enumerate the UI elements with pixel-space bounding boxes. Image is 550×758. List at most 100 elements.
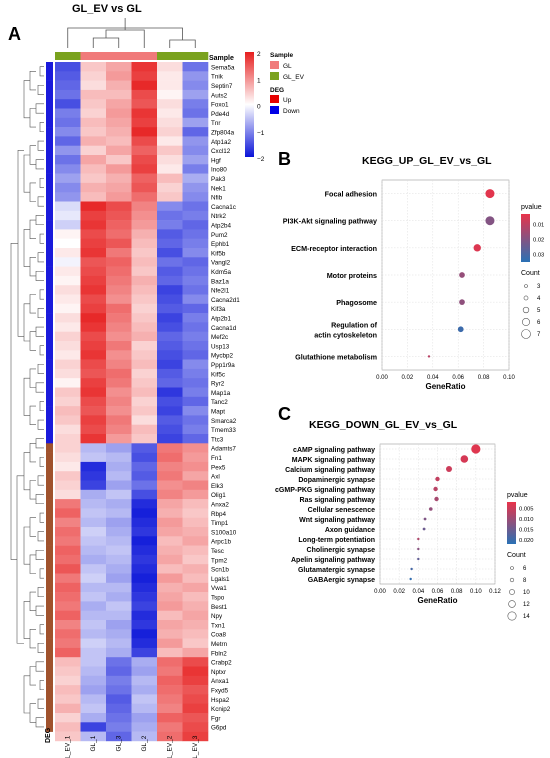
heatmap-cell bbox=[182, 564, 209, 574]
heatmap-cell bbox=[157, 499, 183, 509]
heatmap-cell bbox=[106, 257, 132, 267]
heatmap-cell bbox=[55, 536, 81, 546]
x-tick-label: 0.06 bbox=[432, 589, 444, 595]
heatmap-cell bbox=[80, 731, 107, 742]
heatmap-cell bbox=[55, 164, 81, 174]
deg-track-cell bbox=[46, 517, 53, 528]
heatmap-cell bbox=[80, 489, 107, 500]
heatmap-cell bbox=[80, 220, 107, 230]
pathway-label: Glutamatergic synapse bbox=[298, 567, 375, 574]
heatmap-cell bbox=[80, 303, 107, 314]
heatmap-cell bbox=[157, 80, 183, 91]
heatmap-cell bbox=[106, 694, 132, 704]
gene-label: Sema5a bbox=[211, 64, 235, 71]
heatmap-cell bbox=[131, 424, 158, 435]
gene-label: Auts2 bbox=[211, 92, 228, 99]
heatmap-cell bbox=[131, 248, 158, 258]
heatmap-cell bbox=[131, 359, 158, 370]
pathway-label: Long-term potentiation bbox=[298, 537, 375, 544]
sample-legend-swatch bbox=[270, 61, 279, 69]
heatmap-cell bbox=[182, 62, 209, 72]
heatmap-cell bbox=[157, 155, 183, 165]
sample-track-cell bbox=[131, 52, 158, 60]
heatmap-cell bbox=[131, 489, 158, 500]
deg-track-cell bbox=[46, 238, 53, 249]
gene-label: Mycbp2 bbox=[211, 353, 234, 360]
deg-track-cell bbox=[46, 536, 53, 546]
deg-track-cell bbox=[46, 620, 53, 630]
sample-label: GL_1 bbox=[90, 735, 97, 751]
deg-legend-swatch bbox=[270, 106, 279, 114]
count-legend-label: 3 bbox=[537, 284, 541, 290]
sample-legend-label: GL bbox=[283, 63, 292, 70]
heatmap-cell bbox=[182, 387, 209, 398]
heatmap-cell bbox=[157, 722, 183, 732]
heatmap-cell bbox=[106, 545, 132, 556]
heatmap-cell bbox=[157, 564, 183, 574]
heatmap-cell bbox=[157, 89, 183, 100]
heatmap-cell bbox=[131, 201, 158, 212]
heatmap-cell bbox=[80, 108, 107, 119]
gene-label: Crabp2 bbox=[211, 660, 232, 667]
heatmap-cell bbox=[106, 722, 132, 732]
pathway-label: Glutathione metabolism bbox=[295, 352, 377, 361]
deg-track-cell bbox=[46, 471, 53, 481]
heatmap-cell bbox=[55, 313, 81, 323]
gene-label: Pde4d bbox=[211, 111, 230, 118]
heatmap-cell bbox=[131, 713, 158, 723]
deg-track-cell bbox=[46, 359, 53, 370]
heatmap-cell bbox=[106, 331, 132, 342]
deg-legend-title: DEG bbox=[270, 87, 284, 94]
sample-legend-label: GL_EV bbox=[283, 74, 305, 81]
deg-track-cell bbox=[46, 592, 53, 602]
heatmap-cell bbox=[55, 620, 81, 630]
heatmap-cell bbox=[80, 638, 107, 649]
gene-label: Fgr bbox=[211, 715, 220, 722]
heatmap-cell bbox=[182, 378, 209, 388]
heatmap-cell bbox=[106, 136, 132, 146]
heatmap-cell bbox=[80, 341, 107, 351]
deg-track-axis-label: DEG bbox=[45, 727, 52, 743]
heatmap-cell bbox=[55, 359, 81, 370]
heatmap-cell bbox=[182, 713, 209, 723]
heatmap-cell bbox=[157, 406, 183, 416]
heatmap-cell bbox=[131, 443, 158, 453]
heatmap-cell bbox=[131, 71, 158, 81]
heatmap-cell bbox=[157, 210, 183, 221]
heatmap-cell bbox=[182, 127, 209, 137]
heatmap-cell bbox=[131, 266, 158, 277]
heatmap-cell bbox=[106, 685, 132, 695]
heatmap-cell bbox=[106, 127, 132, 137]
count-legend-label: 6 bbox=[523, 566, 527, 572]
heatmap-cell bbox=[106, 592, 132, 602]
heatmap-cell bbox=[106, 99, 132, 109]
pathway-label: PI3K-Akt signaling pathway bbox=[283, 217, 377, 226]
heatmap-cell bbox=[157, 517, 183, 528]
deg-track-cell bbox=[46, 275, 53, 286]
sample-legend-swatch bbox=[270, 72, 279, 80]
heatmap-cell bbox=[55, 192, 81, 202]
heatmap-cell bbox=[131, 136, 158, 146]
heatmap-cell bbox=[182, 182, 209, 193]
deg-track-cell bbox=[46, 71, 53, 81]
heatmap-cell bbox=[55, 378, 81, 388]
heatmap-cell bbox=[55, 685, 81, 695]
gene-label: Fn1 bbox=[211, 455, 222, 462]
x-tick-label: 0.00 bbox=[374, 589, 386, 595]
heatmap-cell bbox=[157, 294, 183, 305]
heatmap-cell bbox=[55, 424, 81, 435]
deg-track-cell bbox=[46, 210, 53, 221]
heatmap-cell bbox=[106, 350, 132, 360]
heatmap-cell bbox=[80, 248, 107, 258]
heatmap-cell bbox=[55, 638, 81, 649]
heatmap-row-labels: Sema5a Tnik Septin7 Auts2 Foxo1 Pde4d Tnr Zfp80… bbox=[211, 64, 240, 731]
heatmap-cell bbox=[131, 145, 158, 156]
gene-label: Txn1 bbox=[211, 622, 225, 629]
deg-track-cell bbox=[46, 127, 53, 137]
heatmap-cell bbox=[182, 80, 209, 91]
panel-a-label: A bbox=[8, 24, 21, 44]
pathway-label: Phagosome bbox=[336, 298, 377, 307]
deg-track-cell bbox=[46, 685, 53, 695]
deg-track-cell bbox=[46, 573, 53, 584]
gene-label: Cacna2d1 bbox=[211, 297, 240, 304]
